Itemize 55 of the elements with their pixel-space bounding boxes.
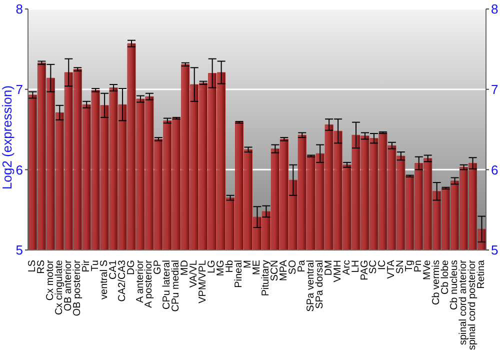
x-tick-label: ME [252, 260, 262, 275]
y-tick-label: 6 [16, 162, 23, 178]
x-tick-label: spinal cord posterior [467, 259, 478, 350]
x-tick-label: SC [368, 260, 380, 274]
x-tick-label: SCN [269, 260, 280, 282]
y2-tick-label: 7 [491, 82, 498, 97]
x-tick-label: ventral S [98, 260, 110, 300]
y-tick-label: 5 [16, 242, 23, 258]
x-tick-label: MVe [422, 260, 434, 280]
y-tick-label: 8 [16, 2, 23, 17]
x-tick-label: SPa dorsal [314, 260, 326, 309]
x-tick-label: VPM/VPL [198, 260, 209, 304]
x-tick-label: Cb lobe [440, 260, 452, 294]
x-tick-label: A posterior [144, 259, 155, 308]
x-tick-label: VTA [386, 260, 398, 279]
x-tick-label: Tu [90, 260, 101, 272]
x-tick-label: SO [287, 260, 298, 274]
x-tick-label: GP [152, 260, 164, 274]
x-tick-label: Pineal [234, 260, 245, 288]
y-tick-label: 7 [16, 82, 23, 97]
x-tick-label: M [242, 260, 254, 268]
x-tick-label: DG [126, 260, 137, 275]
y2-tick-label: 6 [491, 162, 498, 178]
x-tick-label: Arc [341, 260, 352, 275]
x-tick-label: Cx cingulate [54, 260, 65, 316]
x-tick-label: Pir [80, 259, 92, 272]
x-tick-label: OB posterior [72, 259, 83, 316]
x-tick-label: CA1 [108, 260, 119, 280]
x-tick-label: spinal cord anterior [458, 259, 470, 346]
y-axis-title: Log2 (expression) [0, 85, 15, 190]
x-tick-label: DM [323, 260, 334, 276]
y2-tick-label: 8 [491, 2, 498, 17]
x-tick-label: Cx motor [44, 259, 56, 301]
x-tick-label: SPa ventral [305, 260, 316, 312]
x-tick-label: MPA [278, 260, 290, 281]
x-tick-label: CA2/CA3 [116, 260, 128, 302]
x-tick-label: Pn [413, 260, 424, 272]
x-tick-label: PAG [359, 260, 370, 280]
x-tick-label: IC [377, 260, 388, 270]
x-tick-label: Hb [224, 260, 236, 273]
x-tick-label: Retina [476, 260, 488, 289]
x-tick-label: SN [395, 260, 406, 274]
x-tick-label: LS [26, 260, 38, 272]
x-tick-label: LG [206, 260, 218, 274]
x-tick-label: LH [350, 260, 362, 273]
x-tick-label: Cb nucleus [449, 260, 460, 310]
x-tick-label: Pituitary [260, 260, 272, 296]
x-tick-label: Tg [404, 260, 416, 272]
x-tick-label: Pa [296, 260, 308, 272]
y2-tick-label: 5 [491, 242, 498, 258]
x-tick-label: OB anterior [62, 259, 74, 312]
x-tick-label: A anterior [134, 259, 146, 303]
x-tick-label: VMH [332, 260, 344, 282]
x-tick-label: CPu medial [170, 260, 182, 312]
x-tick-label: RS [36, 260, 47, 274]
